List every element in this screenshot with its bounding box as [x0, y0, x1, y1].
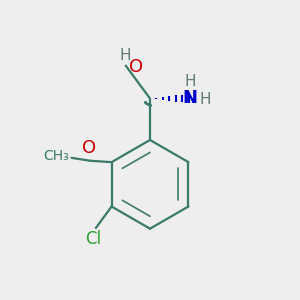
Text: N: N	[183, 89, 198, 107]
Text: H: H	[184, 74, 196, 89]
Text: O: O	[82, 139, 96, 157]
Text: H: H	[200, 92, 211, 107]
Text: methoxy: methoxy	[64, 157, 70, 158]
Text: O: O	[129, 58, 143, 76]
Text: Cl: Cl	[85, 230, 102, 248]
Text: CH₃: CH₃	[44, 149, 69, 164]
Text: H: H	[120, 48, 131, 63]
